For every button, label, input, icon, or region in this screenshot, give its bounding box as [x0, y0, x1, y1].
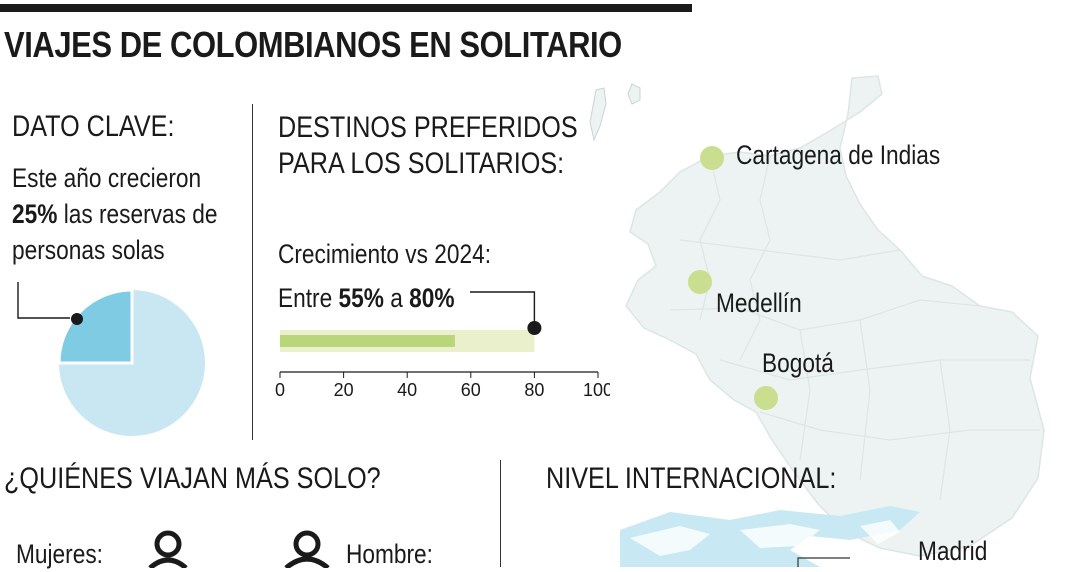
top-rule [0, 4, 692, 12]
city-label-medellin: Medellín [716, 288, 802, 318]
woman-icon [148, 530, 188, 568]
page-title: VIAJES DE COLOMBIANOS EN SOLITARIO [4, 24, 622, 65]
madrid-leader-line [797, 557, 850, 567]
bar-axis-tick-label: 0 [275, 380, 285, 400]
destinos-heading-line2: PARA LOS SOLITARIOS: [278, 147, 565, 180]
bar-leader-line [470, 291, 536, 322]
growth-bar-chart: 0 20 40 60 80 100 [275, 291, 610, 400]
bar-axis-tick-label: 100 [583, 380, 610, 400]
destinos-heading-line1: DESTINOS PREFERIDOS [278, 111, 578, 144]
dato-clave-line3: personas solas [12, 235, 165, 265]
bar-axis-tick-label: 20 [334, 380, 354, 400]
bar-axis-ticks: 0 20 40 60 80 100 [275, 372, 610, 400]
city-dot-cartagena [700, 146, 724, 170]
range-low: 55% [338, 283, 384, 313]
city-label-cartagena: Cartagena de Indias [736, 140, 941, 170]
city-dot-medellin [688, 270, 712, 294]
divider-bottom [500, 460, 501, 567]
growth-range: Entre 55% a 80% [278, 280, 455, 316]
bar-high-marker [527, 321, 542, 335]
man-icon [284, 530, 330, 568]
pie-chart [17, 282, 205, 436]
bar-low [280, 335, 455, 347]
bar-axis-tick-label: 60 [461, 380, 481, 400]
bar-axis-tick-label: 40 [397, 380, 417, 400]
map-borders [669, 155, 1040, 501]
label-hombre: Hombre: [346, 539, 433, 569]
europe-map-fragment [620, 506, 920, 567]
city-dot-bogota [754, 386, 778, 410]
pie-slice-highlight [57, 288, 134, 365]
colombia-map [589, 75, 1045, 567]
pie-leader-line [17, 282, 70, 319]
map-land [625, 75, 1045, 557]
bar-axis-tick-label: 80 [524, 380, 544, 400]
destinos-heading: DESTINOS PREFERIDOS PARA LOS SOLITARIOS: [278, 110, 578, 182]
label-mujeres: Mujeres: [16, 539, 103, 569]
growth-label: Crecimiento vs 2024: [278, 239, 492, 269]
range-mid: a [383, 283, 410, 313]
city-label-bogota: Bogotá [762, 348, 834, 378]
quienes-heading: ¿QUIÉNES VIAJAN MÁS SOLO? [4, 462, 381, 495]
dato-clave-line2-rest: las reservas de [57, 199, 218, 229]
pie-marker [71, 313, 83, 325]
range-prefix: Entre [278, 283, 339, 313]
dato-clave-pct: 25% [12, 199, 58, 229]
dato-clave-line2: 25% las reservas de [12, 196, 217, 232]
internacional-heading: NIVEL INTERNACIONAL: [546, 462, 837, 495]
range-high: 80% [409, 283, 455, 313]
san-andres-islands [589, 83, 641, 142]
dato-clave-text: Este año crecieron 25% las reservas de p… [12, 160, 217, 268]
dato-clave-heading: DATO CLAVE: [12, 110, 175, 143]
divider-left [252, 104, 253, 440]
dato-clave-line1: Este año crecieron [12, 163, 202, 193]
city-label-madrid: Madrid [918, 536, 988, 566]
